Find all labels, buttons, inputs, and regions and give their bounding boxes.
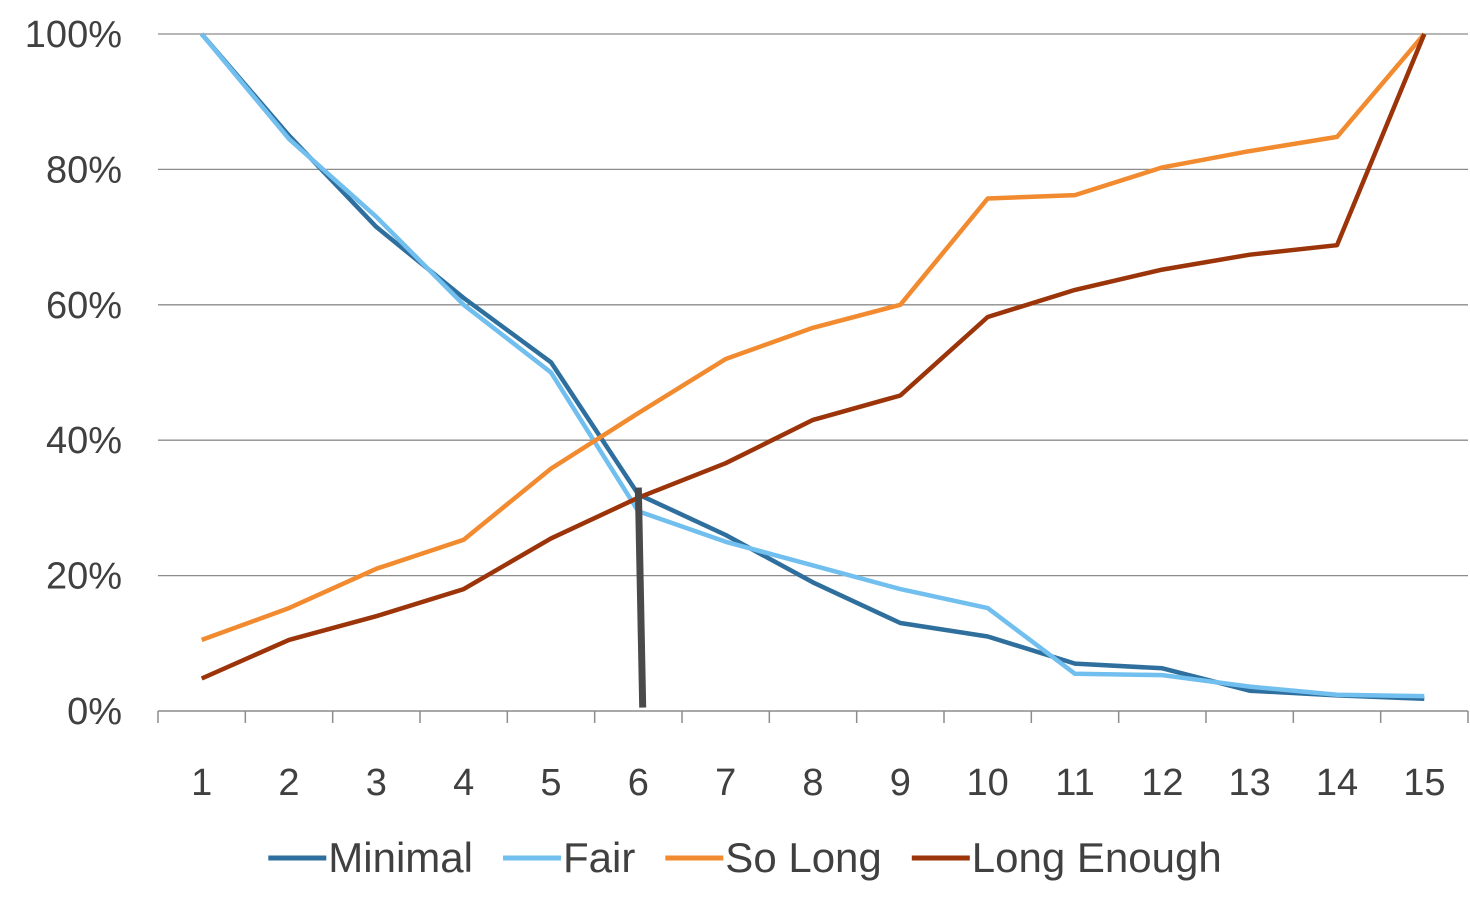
x-tick-label: 7	[715, 762, 736, 804]
x-tick-label: 13	[1229, 762, 1271, 804]
legend-label: So Long	[725, 834, 881, 881]
annotations	[634, 487, 647, 708]
x-tick-label: 12	[1141, 762, 1183, 804]
x-tick-label: 1	[191, 762, 212, 804]
series-lines	[199, 32, 1427, 702]
x-tick-label: 9	[890, 762, 911, 804]
series-line-minimal	[199, 32, 1425, 702]
series-line-so-long	[200, 32, 1427, 643]
x-axis	[157, 710, 1469, 723]
legend-item-fair: Fair	[503, 834, 635, 881]
x-tick-label: 8	[802, 762, 823, 804]
legend-item-minimal: Minimal	[268, 834, 473, 881]
x-tick-label: 11	[1055, 762, 1094, 804]
y-tick-label: 80%	[46, 149, 122, 191]
legend-label: Long Enough	[972, 834, 1222, 881]
legend: Minimal Fair So Long Long Enough	[268, 834, 1222, 881]
legend-label: Minimal	[328, 834, 473, 881]
x-tick-label: 6	[628, 762, 649, 804]
y-tick-label: 100%	[25, 14, 122, 56]
x-tick-label: 3	[366, 762, 387, 804]
x-tick-label: 5	[540, 762, 561, 804]
legend-label: Fair	[563, 834, 635, 881]
x-axis-tick-labels: 1 2 3 4 5 6 7 8 9 10 11 12 13 14 15	[191, 762, 1445, 804]
legend-item-long-enough: Long Enough	[911, 834, 1222, 881]
series-line-long-enough	[200, 33, 1427, 681]
y-axis-tick-labels: 0% 20% 40% 60% 80% 100%	[25, 14, 122, 733]
x-tick-label: 4	[453, 762, 474, 804]
y-tick-label: 60%	[46, 285, 122, 327]
x-tick-label: 15	[1403, 762, 1445, 804]
x-tick-label: 14	[1316, 762, 1358, 804]
y-tick-label: 0%	[67, 691, 122, 733]
gridlines	[158, 33, 1468, 577]
x-tick-label: 2	[278, 762, 299, 804]
x-tick-label: 10	[967, 762, 1009, 804]
series-line-fair	[199, 32, 1425, 699]
legend-item-so-long: So Long	[665, 834, 882, 881]
vertical-marker-line	[634, 487, 647, 708]
y-tick-label: 20%	[46, 556, 122, 598]
y-tick-label: 40%	[46, 420, 122, 462]
